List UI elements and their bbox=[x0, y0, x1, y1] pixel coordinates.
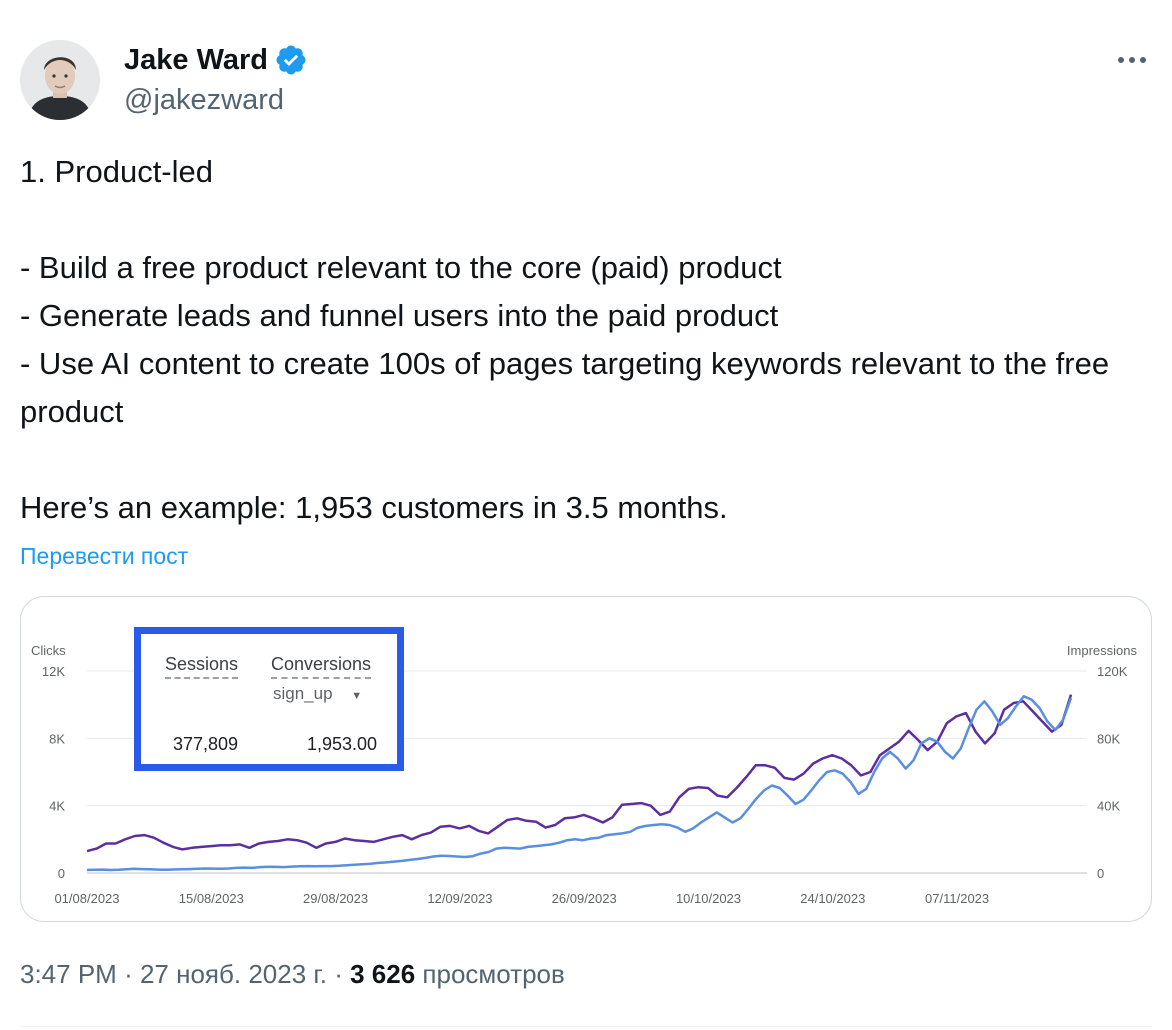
metrics-summary-box: Sessions Conversions sign_up ▼ 377,809 1… bbox=[134, 627, 404, 771]
x-tick-label: 10/10/2023 bbox=[676, 891, 741, 906]
avatar-photo bbox=[20, 40, 100, 120]
views-count: 3 626 bbox=[350, 959, 416, 989]
sessions-label: Sessions bbox=[165, 654, 239, 679]
conversions-filter: sign_up ▼ bbox=[273, 684, 362, 704]
author-avatar[interactable] bbox=[20, 40, 100, 120]
left-tick-label: 8K bbox=[49, 731, 65, 746]
left-tick-label: 4K bbox=[49, 799, 65, 814]
top-divider bbox=[0, 0, 1172, 6]
conversions-value: 1,953.00 bbox=[307, 734, 378, 754]
left-tick-label: 0 bbox=[58, 866, 65, 881]
x-tick-label: 29/08/2023 bbox=[303, 891, 368, 906]
right-tick-label: 0 bbox=[1097, 866, 1104, 881]
tweet-date[interactable]: 27 нояб. 2023 г. bbox=[139, 959, 327, 989]
tweet-time[interactable]: 3:47 PM bbox=[20, 959, 117, 989]
clicks-series-line bbox=[86, 694, 1073, 853]
more-dots-icon[interactable] bbox=[1112, 48, 1152, 72]
impressions-series-line bbox=[86, 695, 1073, 872]
translate-post-link[interactable]: Перевести пост bbox=[20, 543, 189, 569]
verified-badge-icon bbox=[276, 45, 306, 75]
right-tick-label: 120K bbox=[1097, 664, 1128, 679]
left-tick-label: 12K bbox=[42, 664, 65, 679]
x-tick-label: 01/08/2023 bbox=[54, 891, 119, 906]
views-label: просмотров bbox=[422, 959, 565, 989]
bottom-divider bbox=[20, 1026, 1152, 1027]
sessions-value: 377,809 bbox=[173, 734, 239, 754]
conversions-filter-value: sign_up bbox=[273, 684, 333, 703]
author-handle[interactable]: @jakezward bbox=[124, 84, 284, 116]
x-tick-label: 15/08/2023 bbox=[179, 891, 244, 906]
right-tick-label: 40K bbox=[1097, 799, 1120, 814]
right-tick-label: 80K bbox=[1097, 731, 1120, 746]
x-tick-label: 07/11/2023 bbox=[925, 891, 989, 906]
conversions-label: Conversions bbox=[271, 654, 372, 679]
dropdown-caret-icon: ▼ bbox=[351, 690, 363, 702]
author-name[interactable]: Jake Ward bbox=[124, 44, 268, 76]
x-tick-label: 26/09/2023 bbox=[552, 891, 617, 906]
x-tick-label: 12/09/2023 bbox=[427, 891, 492, 906]
right-axis-title: Impressions bbox=[1067, 643, 1138, 658]
left-axis-title: Clicks bbox=[31, 643, 66, 658]
x-tick-label: 24/10/2023 bbox=[800, 891, 865, 906]
author-name-row[interactable]: Jake Ward bbox=[124, 42, 308, 78]
meta-separator-2: · bbox=[334, 959, 343, 989]
meta-separator: · bbox=[124, 959, 133, 989]
tweet-meta: 3:47 PM · 27 нояб. 2023 г. · 3 626 просм… bbox=[20, 956, 565, 992]
tweet-media-chart[interactable]: Clicks Impressions 0 4K 8K 12K 0 40K 80K 120K 01/0… bbox=[20, 596, 1152, 922]
tweet-text: 1. Product-led - Build a free product re… bbox=[20, 154, 1110, 525]
